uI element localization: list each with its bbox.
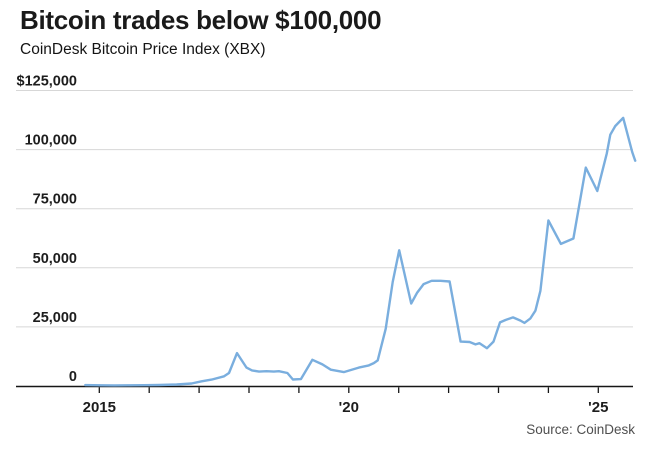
x-axis-label: 2015: [83, 399, 116, 416]
chart-subtitle: CoinDesk Bitcoin Price Index (XBX): [20, 41, 266, 58]
chart-title: Bitcoin trades below $100,000: [20, 5, 382, 35]
price-line: [84, 116, 637, 387]
y-axis-label: 75,000: [33, 192, 77, 208]
y-axis-label: 50,000: [33, 251, 77, 267]
x-axis-label: '25: [588, 399, 608, 416]
y-axis-label: 25,000: [33, 310, 77, 326]
y-axis-label: 100,000: [25, 133, 77, 149]
x-axis-label: '20: [339, 399, 359, 416]
y-axis-label: 0: [69, 369, 77, 385]
y-axis-label: $125,000: [17, 74, 77, 90]
source-credit: Source: CoinDesk: [526, 422, 635, 437]
